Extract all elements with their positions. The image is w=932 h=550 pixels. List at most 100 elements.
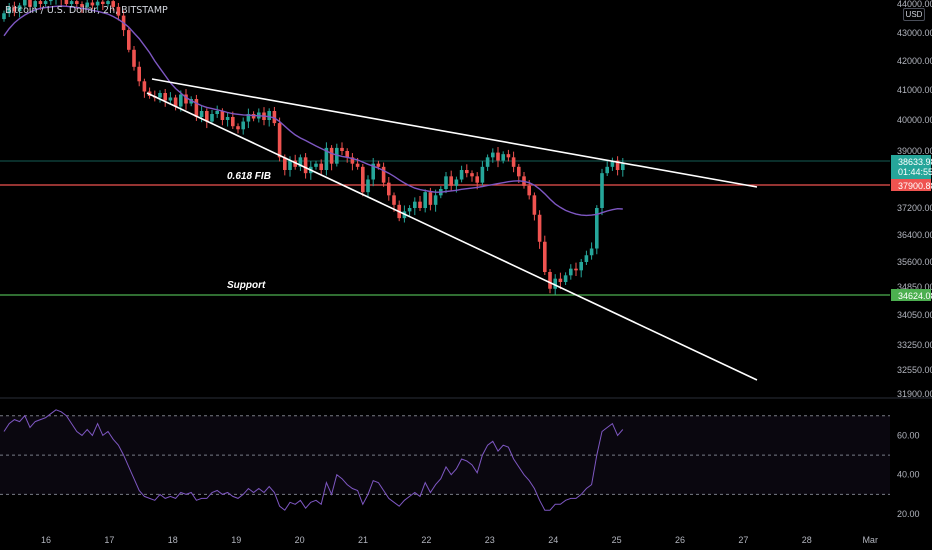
candle-body [173, 97, 178, 107]
candle-body [95, 1, 100, 6]
ma-line [3, 5, 623, 217]
candle-body [246, 114, 251, 122]
candle-body [496, 152, 500, 161]
candle-body [277, 123, 282, 158]
candle-body [231, 117, 235, 127]
fib-price-tag-bg [891, 179, 931, 191]
candle-body [595, 208, 599, 249]
candle-body [506, 154, 511, 158]
candle-body [142, 81, 147, 92]
support-price-tag: 34624.08 [891, 289, 932, 301]
price-tick-label: 32550.00 [897, 365, 932, 375]
candle-body [288, 160, 292, 170]
price-tick-label: 36400.00 [897, 230, 932, 240]
candle-body [106, 1, 110, 4]
candle-body [433, 195, 438, 205]
support-price-tag-bg [891, 289, 931, 301]
candle-body [366, 179, 370, 193]
candle-body [600, 173, 604, 208]
candle-body [361, 166, 365, 193]
candle-body [179, 94, 183, 107]
time-tick-label: 23 [485, 535, 495, 545]
candle-body [621, 163, 625, 170]
candle-body [64, 0, 69, 4]
candle-body [205, 111, 209, 122]
candle-body [267, 111, 271, 120]
upper-trendline[interactable] [151, 78, 758, 188]
candle-body [283, 157, 287, 170]
candle-body [605, 166, 609, 174]
price-tick-label: 44000.00 [897, 0, 932, 9]
fib-price-value: 37900.88 [898, 181, 932, 191]
lower-trendline[interactable] [146, 92, 758, 381]
candles-layer [2, 0, 625, 295]
candle-body [579, 262, 583, 271]
candle-body [413, 201, 417, 208]
last-price-tag-bg [891, 155, 931, 179]
candle-body [563, 275, 568, 282]
candle-body [371, 163, 375, 180]
candle-body [132, 49, 136, 67]
symbol-title[interactable]: Bitcoin / U.S. Dollar, 2h, BITSTAMP [5, 5, 168, 16]
rsi-line [3, 409, 624, 511]
candle-body [251, 114, 256, 119]
candle-body [28, 0, 32, 7]
candle-body [303, 157, 308, 174]
time-axis[interactable]: 16 17 18 19 20 21 22 23 24 25 26 27 28 Mar [41, 535, 878, 545]
candle-body [465, 170, 469, 174]
price-tick-label: 41000.00 [897, 85, 932, 95]
candle-body [324, 147, 329, 170]
price-axis[interactable]: 44000.00 43000.00 42000.00 41000.00 40000.00… [897, 0, 932, 399]
currency-badge[interactable]: USD [903, 8, 925, 21]
time-tick-label: 22 [421, 535, 431, 545]
time-tick-label: 25 [612, 535, 622, 545]
candle-body [7, 6, 11, 14]
price-tick-label: 40000.00 [897, 115, 932, 125]
time-tick-label: 19 [231, 535, 241, 545]
candle-body [449, 176, 453, 186]
candle-body [532, 195, 537, 215]
candle-body [428, 192, 433, 205]
candle-body [537, 214, 542, 242]
candle-body [548, 272, 552, 289]
candle-body [454, 179, 459, 186]
candle-body [43, 1, 48, 4]
candle-body [480, 166, 485, 183]
candle-body [241, 121, 245, 130]
candle-body [236, 126, 240, 130]
candle-body [610, 160, 615, 167]
time-tick-label: 17 [104, 535, 114, 545]
candle-body [615, 160, 620, 170]
time-tick-label: 18 [168, 535, 178, 545]
candle-body [381, 166, 386, 183]
candle-body [85, 2, 89, 7]
candle-body [376, 163, 381, 167]
candle-body [158, 93, 162, 98]
candle-body [17, 5, 22, 12]
candle-body [314, 163, 318, 167]
candle-body [293, 160, 297, 167]
candle-body [387, 182, 391, 196]
support-label: Support [227, 280, 266, 291]
candle-body [272, 111, 277, 124]
candle-body [407, 208, 412, 212]
candle-body [298, 157, 303, 167]
price-tick-label: 43000.00 [897, 28, 932, 38]
candle-body [2, 13, 6, 20]
candle-body [116, 6, 121, 16]
rsi-axis: 60.00 40.00 20.00 [897, 430, 920, 519]
candle-body [38, 1, 43, 4]
candle-body [574, 268, 578, 271]
candle-body [392, 195, 396, 205]
candle-body [220, 111, 225, 120]
candle-body [444, 176, 448, 189]
candle-body [558, 278, 563, 282]
candle-body [501, 154, 505, 161]
candle-body [137, 66, 141, 82]
candle-body [350, 157, 355, 164]
candle-body [459, 170, 464, 180]
price-tick-label: 42000.00 [897, 56, 932, 66]
candle-body [553, 278, 557, 289]
